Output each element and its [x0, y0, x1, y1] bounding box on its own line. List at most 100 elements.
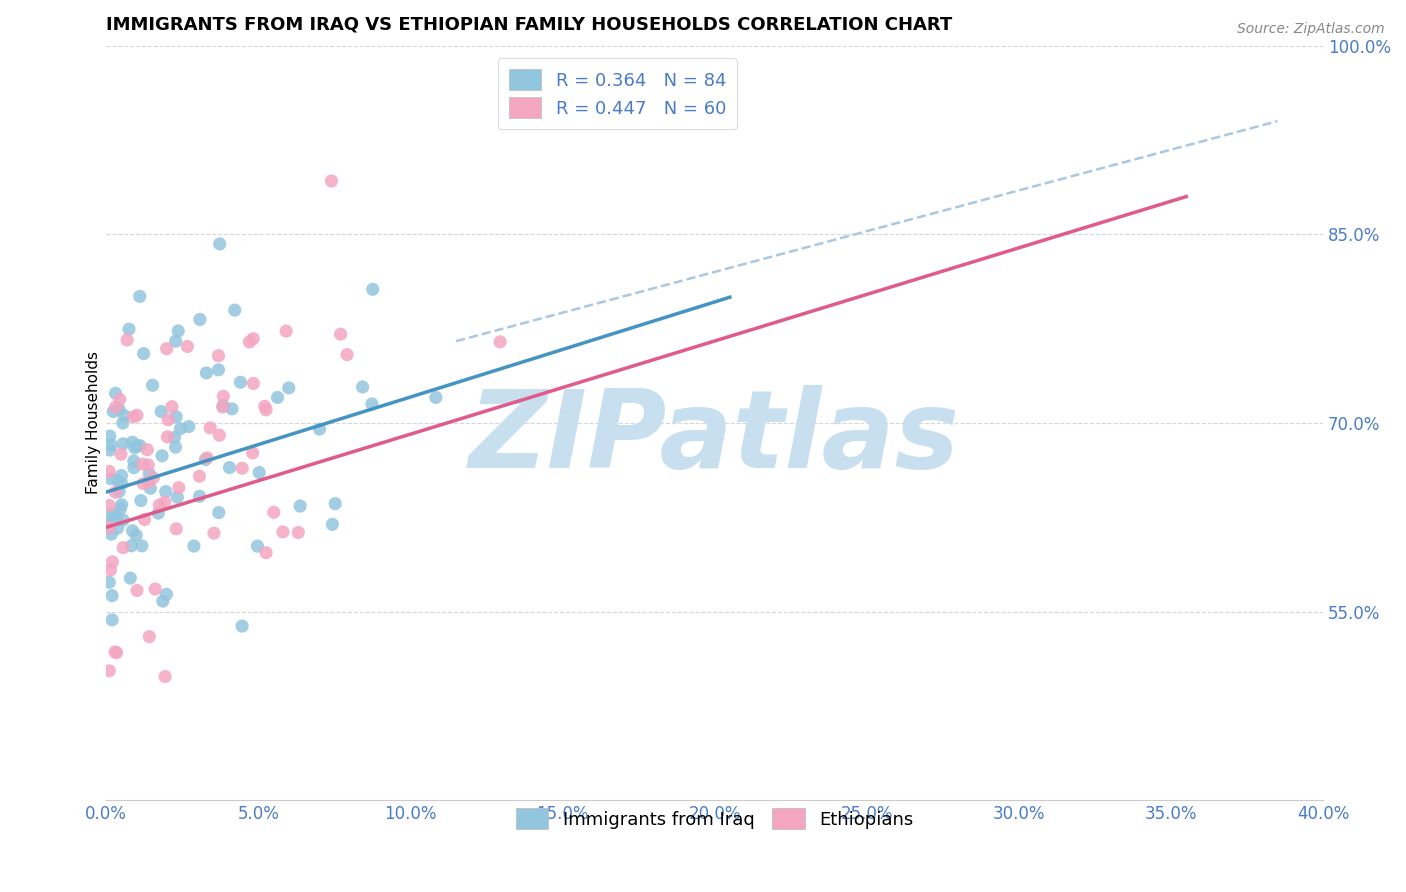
- Point: [101, 555, 124, 569]
- Point: [124, 441, 146, 455]
- Y-axis label: Family Households: Family Households: [86, 351, 101, 494]
- Point: [136, 458, 159, 472]
- Point: [104, 400, 127, 414]
- Point: [104, 485, 127, 500]
- Text: IMMIGRANTS FROM IRAQ VS ETHIOPIAN FAMILY HOUSEHOLDS CORRELATION CHART: IMMIGRANTS FROM IRAQ VS ETHIOPIAN FAMILY…: [107, 15, 952, 33]
- Point: [125, 439, 148, 453]
- Point: [108, 392, 131, 407]
- Point: [121, 435, 143, 450]
- Point: [104, 645, 127, 659]
- Point: [100, 472, 122, 486]
- Point: [155, 484, 177, 499]
- Point: [224, 303, 246, 318]
- Point: [183, 539, 205, 553]
- Point: [254, 546, 277, 560]
- Point: [132, 476, 155, 491]
- Point: [308, 422, 330, 436]
- Point: [288, 499, 311, 513]
- Point: [120, 571, 142, 585]
- Point: [98, 465, 121, 479]
- Point: [100, 527, 122, 541]
- Point: [188, 469, 211, 483]
- Point: [242, 332, 264, 346]
- Point: [129, 439, 152, 453]
- Point: [100, 563, 122, 577]
- Point: [128, 289, 150, 303]
- Point: [112, 409, 135, 423]
- Point: [132, 346, 155, 360]
- Point: [101, 589, 124, 603]
- Point: [163, 430, 186, 444]
- Point: [231, 461, 253, 475]
- Point: [195, 366, 218, 380]
- Point: [120, 539, 142, 553]
- Point: [361, 397, 384, 411]
- Point: [138, 475, 160, 490]
- Point: [143, 582, 166, 596]
- Point: [134, 512, 156, 526]
- Point: [122, 409, 145, 424]
- Point: [247, 466, 270, 480]
- Point: [211, 400, 233, 414]
- Point: [188, 312, 211, 326]
- Point: [98, 499, 121, 513]
- Point: [104, 386, 127, 401]
- Point: [231, 619, 253, 633]
- Point: [107, 521, 129, 535]
- Point: [212, 399, 235, 413]
- Point: [202, 526, 225, 541]
- Point: [254, 402, 277, 417]
- Point: [321, 517, 343, 532]
- Point: [157, 413, 180, 427]
- Point: [118, 322, 141, 336]
- Point: [111, 498, 134, 512]
- Point: [194, 452, 217, 467]
- Point: [221, 401, 243, 416]
- Point: [165, 440, 187, 454]
- Point: [153, 669, 176, 683]
- Point: [110, 468, 132, 483]
- Text: ZIPatlas: ZIPatlas: [470, 385, 960, 491]
- Point: [98, 443, 121, 458]
- Point: [253, 400, 276, 414]
- Point: [141, 378, 163, 392]
- Point: [122, 460, 145, 475]
- Point: [207, 349, 229, 363]
- Point: [287, 525, 309, 540]
- Point: [125, 409, 148, 423]
- Point: [323, 497, 346, 511]
- Point: [218, 460, 240, 475]
- Point: [110, 447, 132, 461]
- Point: [101, 613, 124, 627]
- Point: [208, 236, 231, 251]
- Point: [276, 324, 298, 338]
- Point: [352, 380, 374, 394]
- Point: [103, 404, 125, 418]
- Point: [176, 339, 198, 353]
- Point: [266, 391, 288, 405]
- Point: [131, 539, 153, 553]
- Point: [165, 522, 187, 536]
- Point: [489, 334, 512, 349]
- Point: [148, 498, 170, 512]
- Point: [138, 467, 160, 481]
- Point: [153, 495, 176, 509]
- Point: [121, 524, 143, 538]
- Point: [208, 506, 231, 520]
- Point: [98, 517, 121, 532]
- Text: Source: ZipAtlas.com: Source: ZipAtlas.com: [1237, 22, 1385, 37]
- Point: [98, 664, 121, 678]
- Point: [136, 442, 159, 457]
- Point: [111, 416, 134, 430]
- Point: [277, 381, 299, 395]
- Point: [142, 471, 165, 485]
- Point: [263, 505, 285, 519]
- Point: [108, 484, 131, 499]
- Point: [112, 437, 135, 451]
- Point: [108, 402, 131, 417]
- Point: [242, 446, 264, 460]
- Point: [165, 334, 187, 349]
- Point: [166, 490, 188, 504]
- Point: [152, 594, 174, 608]
- Point: [425, 391, 447, 405]
